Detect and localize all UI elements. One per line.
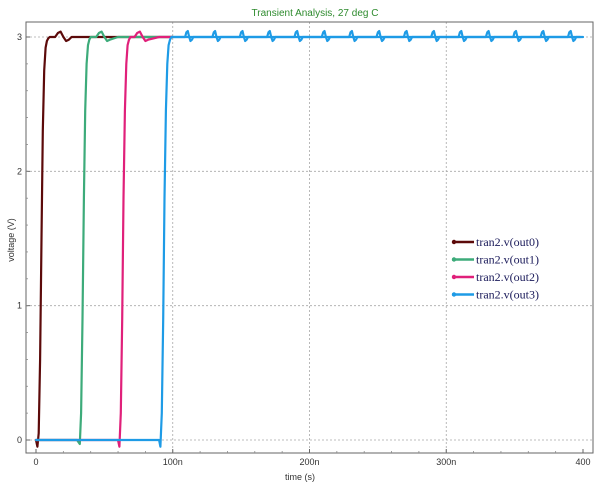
x-tick-label: 0 <box>33 457 38 467</box>
x-axis-label: time (s) <box>285 472 315 482</box>
x-tick-label: 200n <box>299 457 319 467</box>
legend-marker <box>451 239 457 245</box>
series-line <box>34 35 585 448</box>
series-line <box>34 30 174 446</box>
legend-label: tran2.v(out0) <box>476 235 539 249</box>
series-line <box>34 30 174 448</box>
legend-label: tran2.v(out2) <box>476 270 539 284</box>
legend-marker <box>451 292 457 297</box>
y-tick-label: 0 <box>17 435 22 445</box>
series-layer <box>34 29 585 448</box>
x-tick-label: 300n <box>436 457 456 467</box>
legend: tran2.v(out0) tran2.v(out1) tran2.v(out2) t… <box>451 235 539 302</box>
legend-marker <box>451 274 457 280</box>
x-tick-label: 100n <box>163 457 183 467</box>
legend-label: tran2.v(out1) <box>476 253 539 267</box>
y-tick-label: 2 <box>17 166 22 176</box>
x-tick-label: 400 <box>575 457 590 467</box>
legend-label: tran2.v(out3) <box>476 288 539 302</box>
series-line <box>34 30 174 448</box>
y-axis: 0 1 2 3 <box>17 32 30 445</box>
y-axis-label: voltage (V) <box>6 218 16 262</box>
legend-marker <box>451 257 457 262</box>
y-tick-label: 3 <box>17 32 22 42</box>
x-axis: 0 100n 200n 300n 400 <box>33 449 591 467</box>
y-tick-label: 1 <box>17 301 22 311</box>
chart-title: Transient Analysis, 27 deg C <box>252 8 379 19</box>
